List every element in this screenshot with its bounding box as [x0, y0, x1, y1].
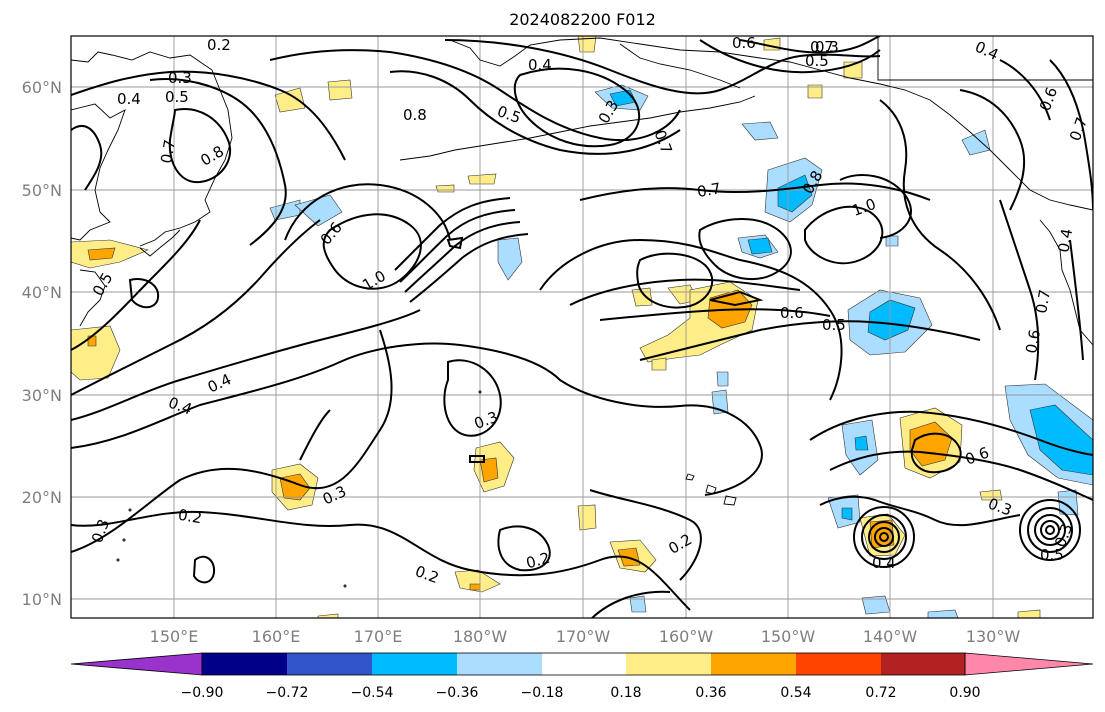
colorbar-tick-label: 0.18 — [610, 685, 641, 701]
map-area — [71, 36, 1093, 618]
lon-label: 160°E — [252, 627, 301, 646]
colorbar-tick-label: 0.36 — [695, 685, 726, 701]
contour-label: 0.2 — [207, 36, 231, 54]
colorbar-tick-label: −0.54 — [351, 685, 394, 701]
lon-label: 130°W — [966, 627, 1021, 646]
colorbar-tick-label: −0.36 — [436, 685, 479, 701]
map-title: 2024082200 F012 — [509, 10, 656, 29]
contour-label: 0.6 — [732, 34, 756, 52]
contour-label: 0.7 — [1032, 288, 1054, 315]
contour-label: 0.7 — [157, 138, 179, 165]
contour-label: 0.3 — [815, 38, 839, 56]
colorbar-segment — [372, 653, 457, 675]
contour-label: 0.5 — [1040, 546, 1064, 564]
contour-label: 0.4 — [117, 90, 141, 108]
colorbar-segment — [881, 653, 965, 675]
lon-label: 170°W — [556, 627, 611, 646]
lat-label: 60°N — [22, 78, 62, 97]
lat-label: 10°N — [22, 590, 62, 609]
colorbar-extend-high — [964, 652, 1094, 676]
lon-label: 150°E — [150, 627, 199, 646]
colorbar-tick-label: 0.90 — [949, 685, 980, 701]
graticule — [71, 36, 1093, 618]
contour-label: 0.7 — [810, 38, 834, 56]
colorbar-segment — [796, 653, 881, 675]
lon-label: 180°W — [453, 627, 508, 646]
contour-label: 0.6 — [1022, 328, 1044, 355]
colorbar-segment — [287, 653, 372, 675]
contour-label: 0.5 — [165, 88, 189, 106]
contour-label: 0.2 — [177, 506, 204, 528]
contour-label: 0.2 — [524, 549, 552, 573]
lon-label: 170°E — [354, 627, 403, 646]
shaded-anomalies — [71, 36, 1093, 618]
contour-label: 0.4 — [872, 554, 896, 572]
lat-label: 30°N — [22, 386, 62, 405]
contour-label: 0.4 — [1054, 227, 1076, 254]
map-frame — [70, 35, 1094, 619]
lat-label: 40°N — [22, 283, 62, 302]
colorbar-outline — [201, 652, 966, 676]
colorbar-segment — [202, 653, 287, 675]
colorbar-tick-label: −0.72 — [266, 685, 309, 701]
contour-label: 0.6 — [780, 304, 804, 322]
colorbar-segment — [542, 653, 626, 675]
contour-label: 0.5 — [822, 316, 846, 334]
contour-label: 0.4 — [528, 56, 552, 74]
colorbar-extend-low — [70, 652, 203, 676]
longitude-labels: 150°E 160°E 170°E 180°W 170°W 160°W 150°… — [150, 627, 1021, 646]
lon-label: 160°W — [659, 627, 714, 646]
colorbar-tick-labels: −0.90 −0.72 −0.54 −0.36 −0.18 0.18 0.36 … — [181, 685, 981, 701]
colorbar-tick-label: −0.90 — [181, 685, 224, 701]
lon-label: 140°W — [863, 627, 918, 646]
colorbar-segment — [626, 653, 711, 675]
colorbar — [70, 652, 1094, 676]
contour-label: 0.8 — [403, 106, 427, 124]
lat-label: 50°N — [22, 181, 62, 200]
contour-label: 0.7 — [696, 179, 723, 201]
contour-label: 0.5 — [805, 52, 829, 70]
contour-lines — [71, 36, 1093, 618]
colorbar-segment — [711, 653, 796, 675]
colorbar-tick-label: 0.54 — [780, 685, 811, 701]
coastlines — [71, 36, 1093, 588]
lat-label: 20°N — [22, 488, 62, 507]
contour-label-group: 0.2 0.3 0.4 0.5 0.6 0.7 0.8 1.0 0.3 0.4 … — [88, 34, 1091, 587]
colorbar-tick-label: 0.72 — [865, 685, 896, 701]
colorbar-tick-label: −0.18 — [521, 685, 564, 701]
colorbar-segment — [457, 653, 542, 675]
latitude-labels: 60°N 50°N 40°N 30°N 20°N 10°N — [22, 78, 62, 609]
lon-label: 150°W — [761, 627, 816, 646]
contour-label: 0.3 — [168, 69, 192, 87]
